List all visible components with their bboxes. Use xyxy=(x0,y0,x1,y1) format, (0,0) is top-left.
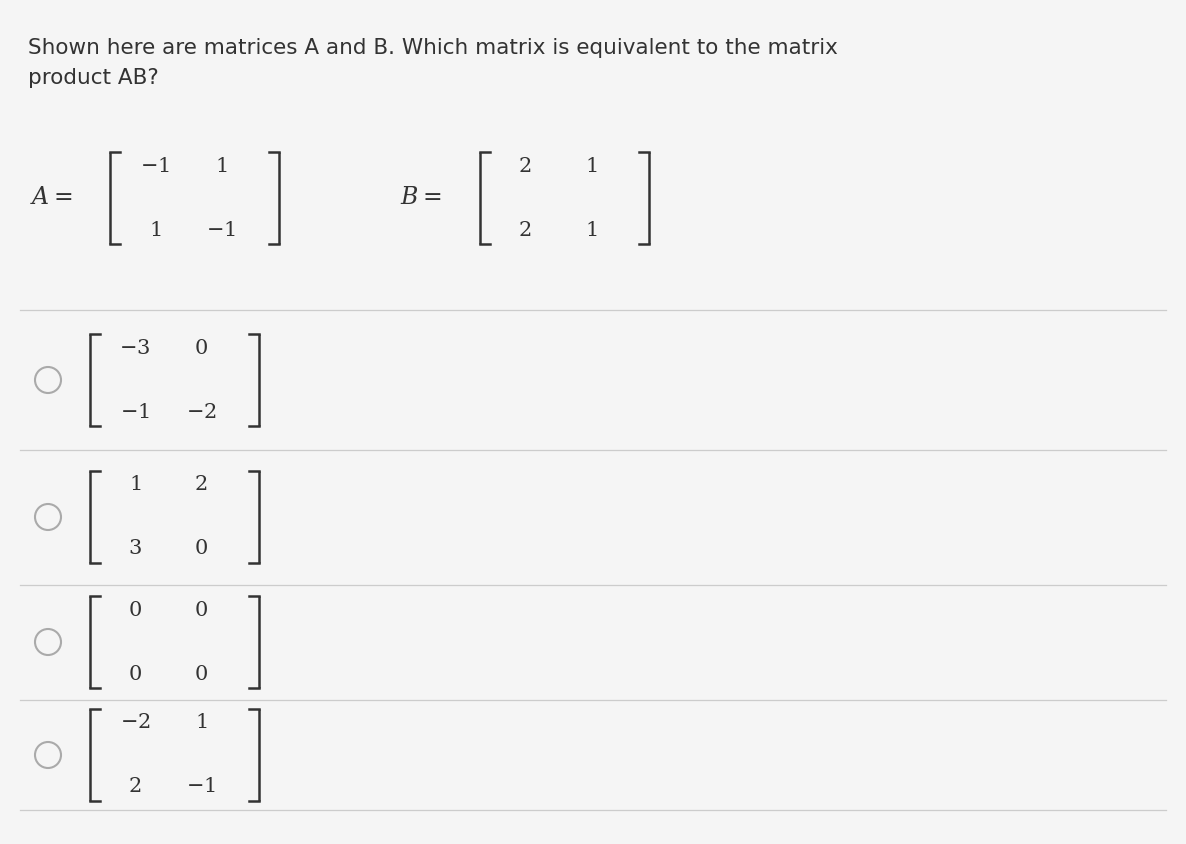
Text: $-3$: $-3$ xyxy=(120,338,151,358)
Text: $-2$: $-2$ xyxy=(186,403,216,421)
Text: $A =$: $A =$ xyxy=(30,187,72,209)
Text: $-1$: $-1$ xyxy=(186,777,216,797)
Text: $-2$: $-2$ xyxy=(120,713,151,733)
Text: Shown here are matrices A and B. Which matrix is equivalent to the matrix: Shown here are matrices A and B. Which m… xyxy=(28,38,837,58)
Text: $1$: $1$ xyxy=(195,713,208,733)
Text: $0$: $0$ xyxy=(128,664,142,684)
Text: $-1$: $-1$ xyxy=(206,220,236,240)
Text: $0$: $0$ xyxy=(195,338,208,358)
Text: $2$: $2$ xyxy=(518,156,531,176)
Text: $1$: $1$ xyxy=(148,220,161,240)
Text: $-1$: $-1$ xyxy=(120,403,149,421)
Text: $0$: $0$ xyxy=(195,600,208,619)
Text: $1$: $1$ xyxy=(585,220,598,240)
Text: $0$: $0$ xyxy=(128,600,142,619)
Text: $1$: $1$ xyxy=(215,156,228,176)
Text: $2$: $2$ xyxy=(128,777,141,797)
Text: $1$: $1$ xyxy=(129,475,141,495)
Text: $1$: $1$ xyxy=(585,156,598,176)
Text: product AB?: product AB? xyxy=(28,68,159,88)
Text: $B =$: $B =$ xyxy=(400,187,441,209)
Text: $-1$: $-1$ xyxy=(140,156,170,176)
Text: $2$: $2$ xyxy=(195,475,208,495)
Text: $3$: $3$ xyxy=(128,539,142,559)
Text: $0$: $0$ xyxy=(195,539,208,559)
Text: $2$: $2$ xyxy=(518,220,531,240)
Text: $0$: $0$ xyxy=(195,664,208,684)
